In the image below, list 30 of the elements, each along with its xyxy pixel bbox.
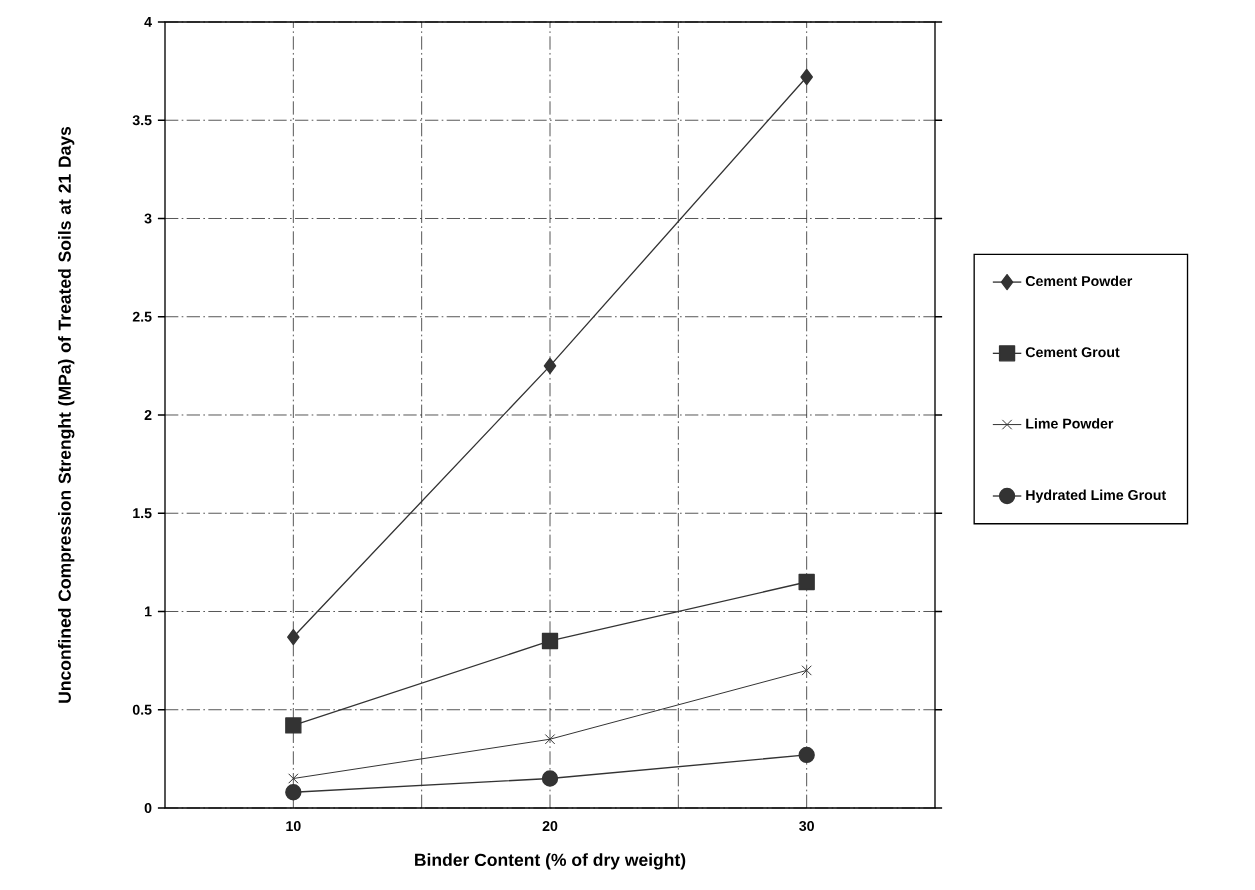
point bbox=[543, 357, 557, 375]
y-tick-label: 1 bbox=[145, 606, 152, 617]
x-tick-label: 10 bbox=[286, 821, 301, 832]
y-tick-label: 0.5 bbox=[132, 704, 152, 715]
point bbox=[798, 746, 815, 764]
point bbox=[541, 770, 559, 787]
point bbox=[285, 717, 302, 734]
point bbox=[285, 784, 302, 801]
legend-label: Cement Powder bbox=[1025, 275, 1133, 287]
y-tick-label: 2.5 bbox=[132, 311, 152, 322]
legend-label: Cement Grout bbox=[1025, 347, 1120, 358]
point bbox=[801, 665, 812, 676]
y-axis-title: Unconfined Compression Strenght (MPa) of Treated Soils at 21 Days bbox=[58, 126, 75, 703]
point bbox=[800, 68, 813, 86]
y-tick-label: 2 bbox=[144, 410, 152, 420]
y-tick-label: 3.5 bbox=[132, 115, 152, 126]
x-axis-title: Binder Content (% of dry weight) bbox=[415, 853, 686, 870]
legend-label: Lime Powder bbox=[1026, 418, 1114, 429]
point bbox=[288, 773, 299, 784]
point bbox=[541, 632, 559, 650]
point bbox=[798, 573, 815, 591]
y-tick-label: 0 bbox=[144, 802, 152, 813]
y-tick-label: 1.5 bbox=[133, 508, 152, 519]
legend-label: Hydrated Lime Grout bbox=[1026, 489, 1167, 503]
x-tick-label: 20 bbox=[542, 821, 558, 832]
y-tick-label: 4 bbox=[144, 17, 152, 27]
x-tick-label: 30 bbox=[799, 821, 814, 832]
y-tick-label: 3 bbox=[144, 213, 152, 224]
point bbox=[287, 628, 300, 646]
point bbox=[544, 734, 556, 745]
